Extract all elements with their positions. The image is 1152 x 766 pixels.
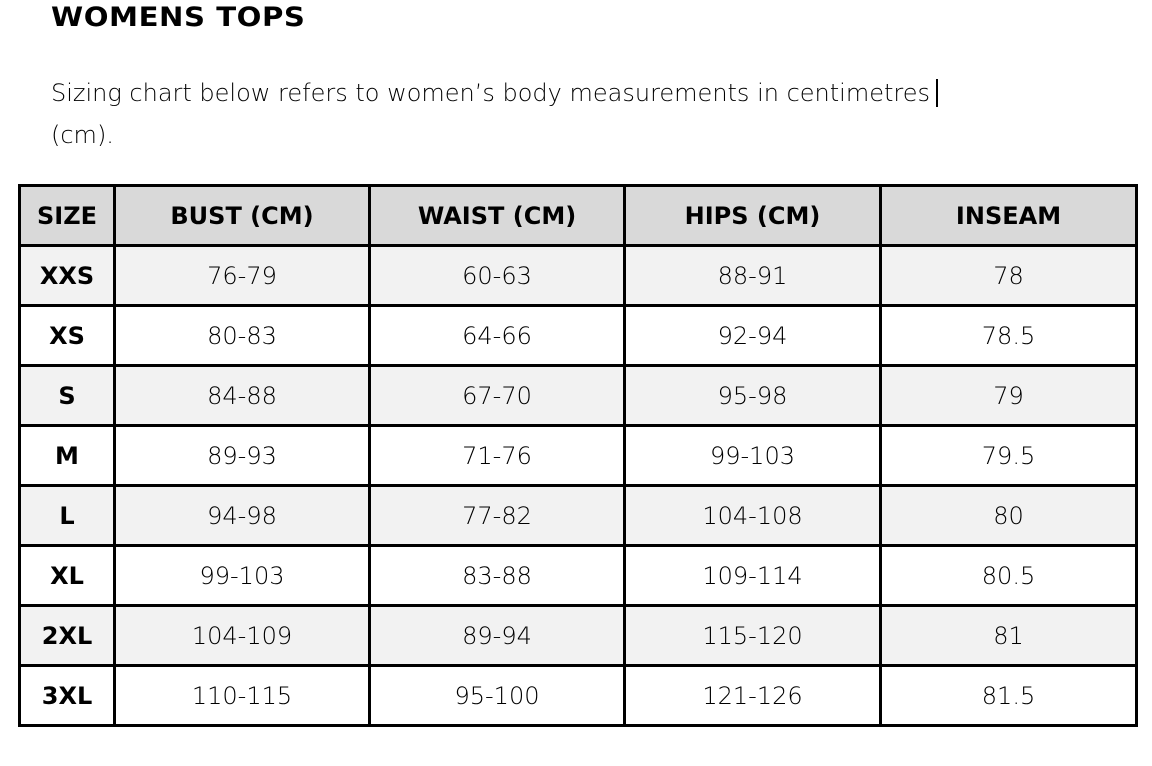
measurement-cell: 89-93 bbox=[113, 424, 371, 487]
size-cell: XL bbox=[18, 544, 116, 607]
measurement-cell: 104-109 bbox=[113, 604, 371, 667]
measurement-cell: 92-94 bbox=[623, 304, 882, 367]
size-cell: M bbox=[18, 424, 116, 487]
measurement-cell: 78 bbox=[879, 244, 1138, 307]
measurement-cell: 109-114 bbox=[623, 544, 882, 607]
table-row: 3XL 110-115 95-100 121-126 81.5 bbox=[18, 664, 1138, 727]
header-row: SIZE BUST (CM) WAIST (CM) HIPS (CM) INSEAM bbox=[18, 184, 1138, 247]
measurement-cell: 67-70 bbox=[368, 364, 626, 427]
measurement-cell: 110-115 bbox=[113, 664, 371, 727]
measurement-cell: 78.5 bbox=[879, 304, 1138, 367]
page-title: WOMENS TOPS bbox=[51, 2, 306, 33]
size-cell: S bbox=[18, 364, 116, 427]
table-row: L 94-98 77-82 104-108 80 bbox=[18, 484, 1138, 547]
measurement-cell: 89-94 bbox=[368, 604, 626, 667]
text-cursor bbox=[936, 79, 938, 107]
size-cell: XXS bbox=[18, 244, 116, 307]
measurement-cell: 99-103 bbox=[623, 424, 882, 487]
measurement-cell: 81 bbox=[879, 604, 1138, 667]
table-row: M 89-93 71-76 99-103 79.5 bbox=[18, 424, 1138, 487]
size-cell: 3XL bbox=[18, 664, 116, 727]
table-row: XL 99-103 83-88 109-114 80.5 bbox=[18, 544, 1138, 607]
size-chart-table: SIZE BUST (CM) WAIST (CM) HIPS (CM) INSEAM X… bbox=[18, 184, 1138, 727]
measurement-cell: 121-126 bbox=[623, 664, 882, 727]
measurement-cell: 80-83 bbox=[113, 304, 371, 367]
table-row: XXS 76-79 60-63 88-91 78 bbox=[18, 244, 1138, 307]
measurement-cell: 71-76 bbox=[368, 424, 626, 487]
column-header: BUST (CM) bbox=[113, 184, 371, 247]
intro-text: Sizing chart below refers to women’s bod… bbox=[51, 79, 938, 149]
measurement-cell: 81.5 bbox=[879, 664, 1138, 727]
measurement-cell: 84-88 bbox=[113, 364, 371, 427]
measurement-cell: 95-98 bbox=[623, 364, 882, 427]
measurement-cell: 79.5 bbox=[879, 424, 1138, 487]
size-cell: 2XL bbox=[18, 604, 116, 667]
measurement-cell: 80.5 bbox=[879, 544, 1138, 607]
measurement-cell: 99-103 bbox=[113, 544, 371, 607]
column-header: HIPS (CM) bbox=[623, 184, 882, 247]
measurement-cell: 94-98 bbox=[113, 484, 371, 547]
measurement-cell: 95-100 bbox=[368, 664, 626, 727]
table-row: XS 80-83 64-66 92-94 78.5 bbox=[18, 304, 1138, 367]
measurement-cell: 60-63 bbox=[368, 244, 626, 307]
measurement-cell: 88-91 bbox=[623, 244, 882, 307]
size-cell: XS bbox=[18, 304, 116, 367]
intro-paragraph[interactable]: Sizing chart below refers to women’s bod… bbox=[51, 72, 1051, 156]
measurement-cell: 79 bbox=[879, 364, 1138, 427]
table-row: 2XL 104-109 89-94 115-120 81 bbox=[18, 604, 1138, 667]
measurement-cell: 83-88 bbox=[368, 544, 626, 607]
measurement-cell: 115-120 bbox=[623, 604, 882, 667]
column-header: SIZE bbox=[18, 184, 116, 247]
table-row: S 84-88 67-70 95-98 79 bbox=[18, 364, 1138, 427]
measurement-cell: 76-79 bbox=[113, 244, 371, 307]
measurement-cell: 64-66 bbox=[368, 304, 626, 367]
measurement-cell: 80 bbox=[879, 484, 1138, 547]
size-cell: L bbox=[18, 484, 116, 547]
measurement-cell: 77-82 bbox=[368, 484, 626, 547]
column-header: WAIST (CM) bbox=[368, 184, 626, 247]
column-header: INSEAM bbox=[879, 184, 1138, 247]
measurement-cell: 104-108 bbox=[623, 484, 882, 547]
